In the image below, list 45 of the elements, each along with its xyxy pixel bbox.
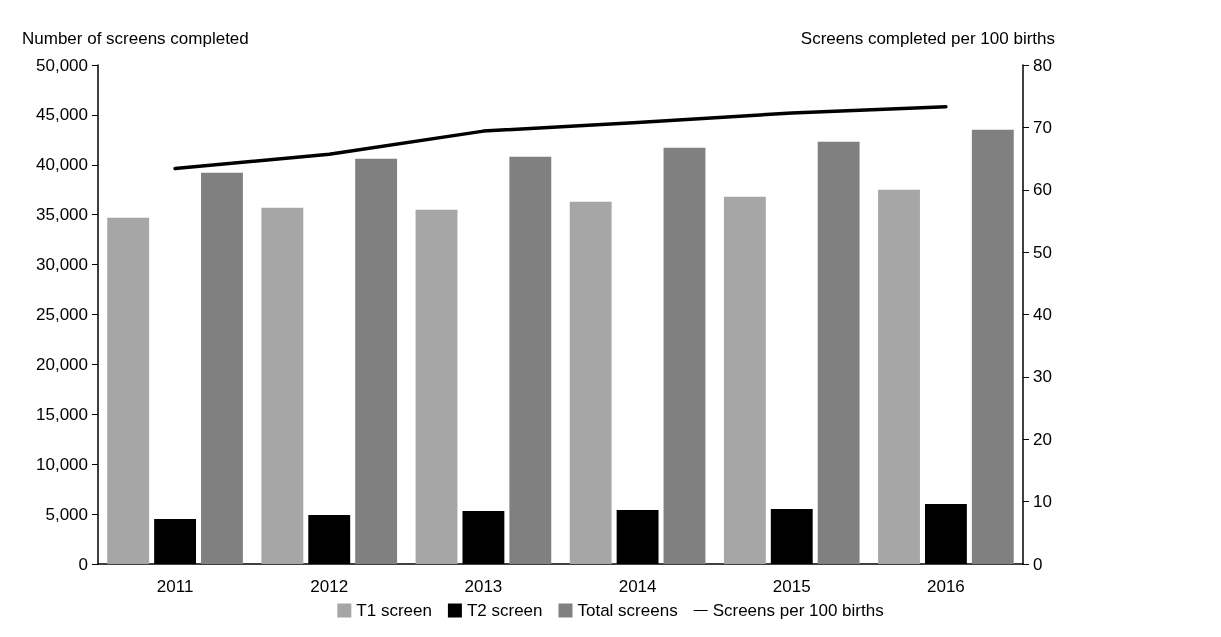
y2-tick-label: 50 xyxy=(1033,242,1052,262)
bar xyxy=(107,217,150,564)
bar xyxy=(817,141,860,564)
y-tick-label: 30,000 xyxy=(36,255,88,275)
x-tick-label: 2014 xyxy=(618,577,657,596)
line-series xyxy=(173,105,948,171)
y-tick-label: 35,000 xyxy=(36,205,88,225)
y2-tick-label: 30 xyxy=(1033,367,1052,387)
bar xyxy=(569,201,612,564)
bar xyxy=(509,156,552,564)
bar xyxy=(355,158,398,564)
y-tick-label: 25,000 xyxy=(36,305,88,324)
y-tick-label: 20,000 xyxy=(36,354,88,374)
bar xyxy=(723,196,766,564)
y2-axis-title: Screens completed per 100 births xyxy=(800,29,1055,48)
x-tick-label: 2011 xyxy=(156,577,194,596)
x-tick-label: 2016 xyxy=(927,577,965,596)
bar xyxy=(261,207,304,564)
x-tick-label: 2012 xyxy=(310,577,349,596)
y2-tick-label: 0 xyxy=(1033,554,1043,574)
y-tick-label: 50,000 xyxy=(36,55,88,75)
y-tick-label: 10,000 xyxy=(36,454,88,474)
y-axis-title: Number of screens completed xyxy=(22,29,249,48)
y-tick-label: 5,000 xyxy=(45,504,88,524)
bar xyxy=(971,129,1014,564)
x-tick-label: 2015 xyxy=(772,577,811,596)
y2-tick-label: 80 xyxy=(1033,55,1052,75)
legend-label: T1 screen xyxy=(356,601,432,620)
bar xyxy=(663,147,706,564)
bar xyxy=(415,209,458,564)
legend-label: Screens per 100 births xyxy=(712,601,884,620)
x-tick-label: 2013 xyxy=(464,577,503,596)
bar xyxy=(878,189,920,564)
y2-tick-label: 40 xyxy=(1033,305,1052,324)
y2-tick-label: 60 xyxy=(1033,180,1052,200)
y2-tick-label: 10 xyxy=(1033,492,1052,512)
bar xyxy=(201,172,243,564)
y-tick-label: 40,000 xyxy=(36,155,88,175)
y-tick-label: 15,000 xyxy=(36,404,88,424)
legend-label: Total screens xyxy=(577,601,678,620)
y2-tick-label: 70 xyxy=(1033,117,1052,137)
y-tick-label: 45,000 xyxy=(36,105,88,125)
legend-label: T2 screen xyxy=(466,601,543,620)
y2-tick-label: 20 xyxy=(1033,429,1052,449)
y-tick-label: 0 xyxy=(78,554,88,574)
